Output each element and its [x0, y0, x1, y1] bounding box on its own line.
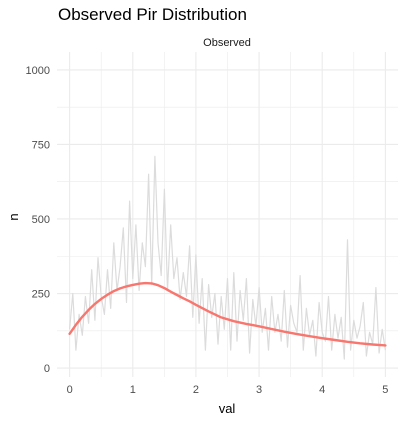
x-tick-label: 4	[319, 384, 325, 396]
x-axis-title: val	[219, 401, 236, 416]
x-tick-label: 0	[67, 384, 73, 396]
y-tick-label: 500	[32, 214, 50, 226]
y-tick-label: 0	[44, 363, 50, 375]
y-tick-label: 250	[32, 289, 50, 301]
x-tick-labels: 0 1 2 3 4 5	[67, 384, 389, 396]
x-tick-label: 3	[256, 384, 262, 396]
y-tick-label: 1000	[26, 65, 50, 77]
grid-major	[57, 52, 398, 377]
y-axis-title: n	[6, 213, 21, 220]
grid-minor	[57, 52, 398, 377]
y-tick-label: 750	[32, 139, 50, 151]
x-tick-label: 2	[193, 384, 199, 396]
raw-series-layer	[69, 155, 386, 360]
chart-title: Observed Pir Distribution	[58, 5, 247, 24]
x-tick-label: 1	[130, 384, 136, 396]
y-tick-labels: 0 250 500 750 1000	[26, 65, 50, 375]
smooth-trend-line	[68, 281, 387, 347]
x-tick-label: 5	[382, 384, 388, 396]
raw-count-line	[69, 155, 386, 360]
facet-strip-label: Observed	[203, 37, 251, 49]
smooth-series-layer	[68, 281, 387, 347]
